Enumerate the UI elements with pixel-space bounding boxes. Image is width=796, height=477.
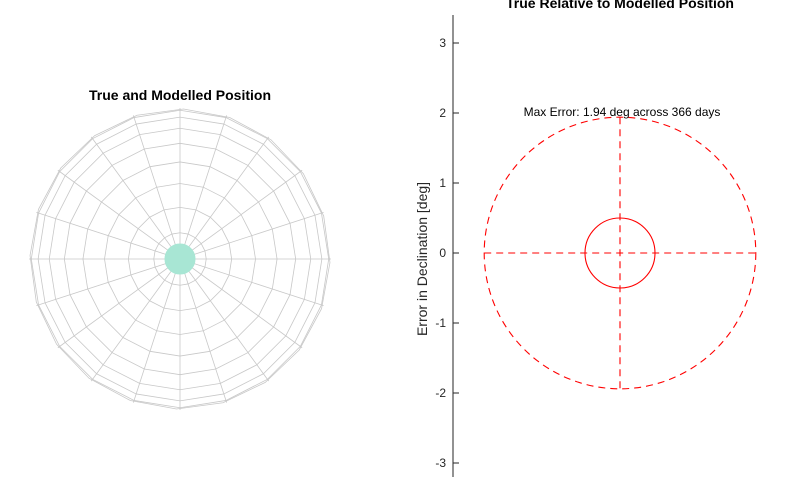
meridian-line [36, 258, 181, 307]
meridian-line [179, 115, 228, 260]
y-tick-label: 3 [439, 36, 446, 50]
error-plot: True Relative to Modelled Position 3 2 1 0 -… [414, 0, 757, 477]
meridian-line [57, 258, 181, 349]
meridian-line [179, 258, 303, 349]
meridian-line [90, 136, 181, 260]
y-tick-label: 0 [439, 246, 446, 260]
y-tick-label: 2 [439, 106, 446, 120]
max-error-annotation: Max Error: 1.94 deg across 366 days [524, 105, 721, 119]
y-tick-label: -3 [435, 456, 446, 470]
meridian-line [90, 258, 181, 382]
meridian-line [179, 169, 303, 260]
y-axis-label: Error in Declination [deg] [414, 182, 430, 336]
sphere-grid [29, 108, 331, 410]
meridian-line [132, 115, 181, 260]
latitude-ring [29, 108, 331, 410]
position-marker [164, 243, 196, 275]
y-ticks: 3 2 1 0 -1 -2 -3 [435, 36, 459, 470]
meridian-line [57, 169, 181, 260]
y-tick-label: -2 [435, 386, 446, 400]
y-tick-label: 1 [439, 176, 446, 190]
meridian-line [179, 211, 324, 260]
meridian-line [179, 136, 270, 260]
meridian-line [132, 258, 181, 403]
meridian-line [179, 258, 324, 307]
meridian-line [179, 258, 270, 382]
series-layer [483, 116, 757, 390]
sphere-plot-title: True and Modelled Position [89, 87, 271, 103]
meridian-line [179, 258, 228, 403]
sphere-plot: True and Modelled Position [29, 87, 331, 410]
y-tick-label: -1 [435, 316, 446, 330]
meridian-line [36, 211, 181, 260]
error-plot-title: True Relative to Modelled Position [506, 0, 734, 11]
